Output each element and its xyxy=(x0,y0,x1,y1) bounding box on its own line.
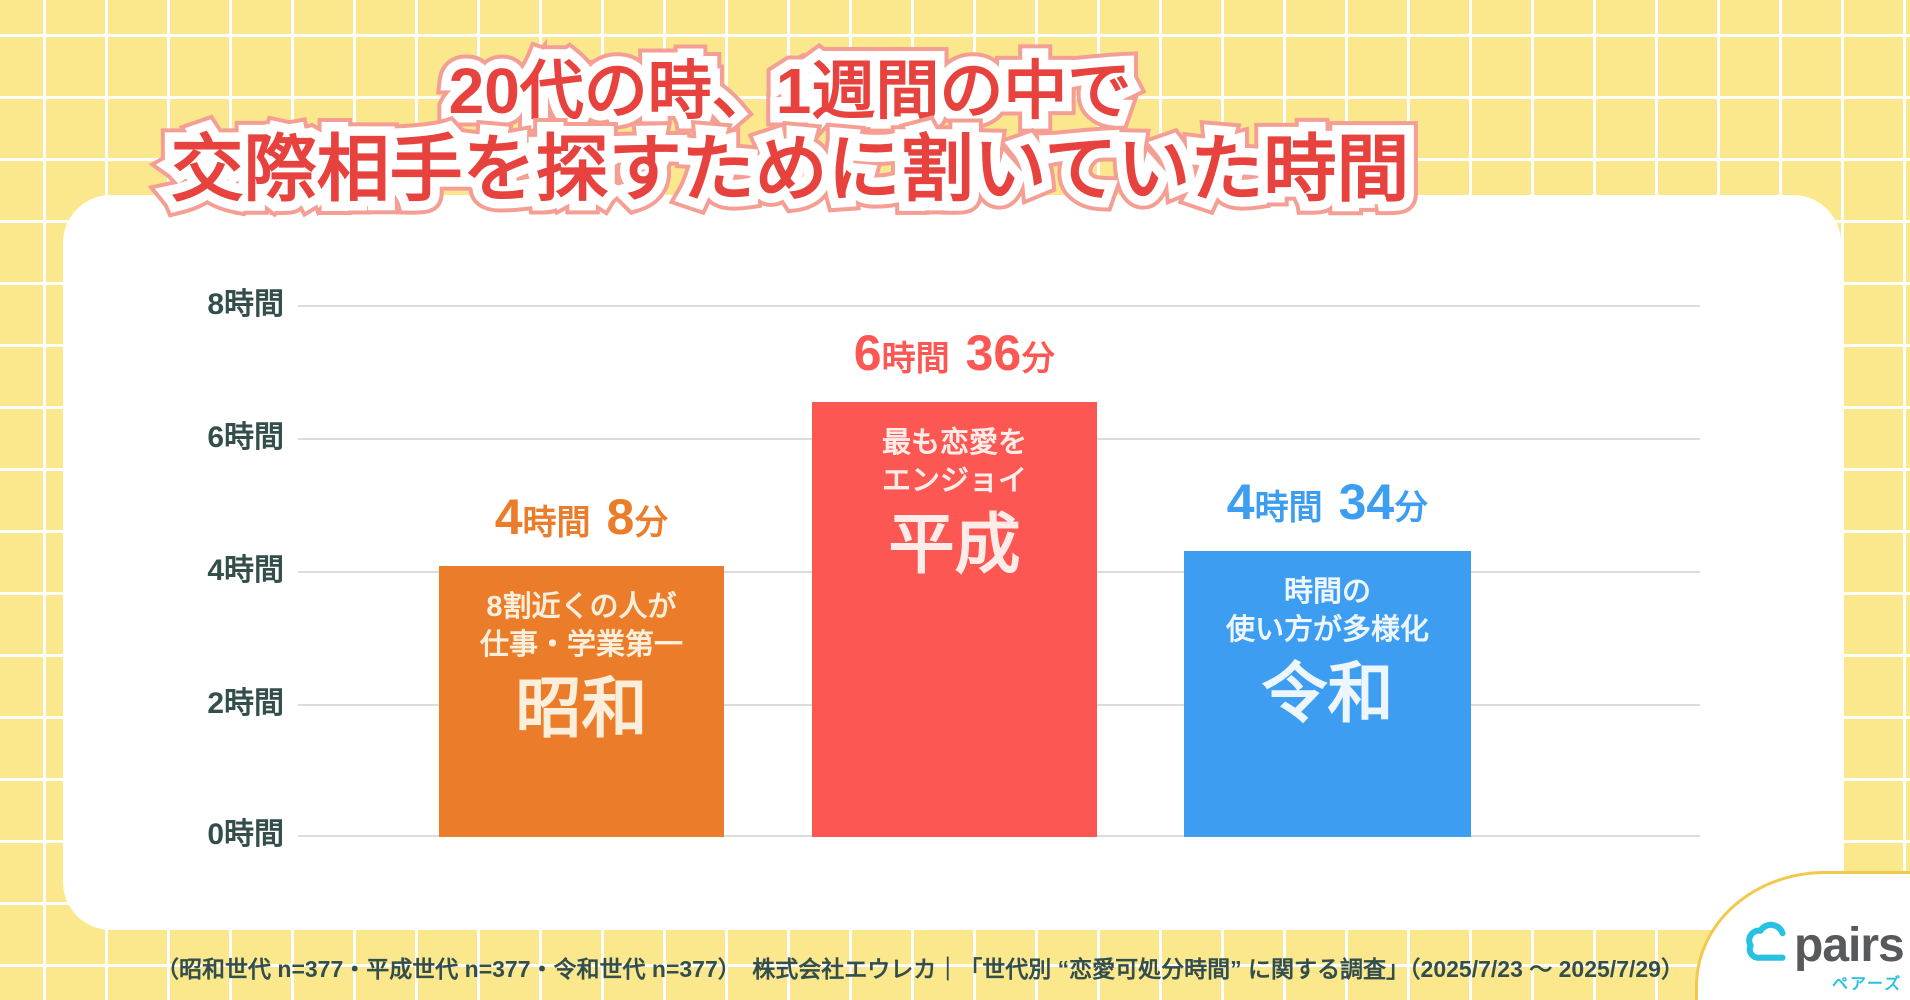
bar-column-reiwa: 4時間 34分 時間の 使い方が多様化 令和 xyxy=(1184,305,1471,837)
bar-column-showa: 4時間 8分 8割近くの人が 仕事・学業第一 昭和 xyxy=(439,305,724,837)
bar-category-showa: 昭和 xyxy=(515,671,648,745)
title-outline-white: 交際相手を探すために割いていた時間 xyxy=(161,120,1419,220)
bar-value-label-showa: 4時間 8分 xyxy=(495,488,669,546)
y-axis-tick-2h: 2時間 xyxy=(207,687,284,720)
pairs-wordmark: pairs xyxy=(1794,919,1905,972)
y-axis-tick-6h: 6時間 xyxy=(207,421,284,454)
value-minute-unit: 分 xyxy=(1394,489,1429,527)
value-hour-unit: 時間 xyxy=(522,504,591,542)
value-hour-unit: 時間 xyxy=(881,340,950,378)
value-minute-unit: 分 xyxy=(1021,340,1056,378)
value-minutes: 34 xyxy=(1338,474,1395,530)
y-axis-tick-4h: 4時間 xyxy=(207,554,284,587)
value-hours: 4 xyxy=(494,489,523,545)
y-axis-tick-0h: 0時間 xyxy=(207,818,284,851)
title-text: 20代の時、1週間の中で xyxy=(448,55,1132,127)
bar-chart: 8時間 6時間 4時間 2時間 0時間 4時間 8分 8割近くの人が 仕事・学業第… xyxy=(207,288,1700,851)
bar-category-heisei: 平成 xyxy=(888,507,1021,581)
bar-column-heisei: 6時間 36分 最も恋愛を エンジョイ 平成 xyxy=(812,305,1097,837)
bar-reiwa: 時間の 使い方が多様化 令和 xyxy=(1184,551,1471,837)
value-minutes: 36 xyxy=(965,325,1022,381)
y-axis-tick-8h: 8時間 xyxy=(207,288,284,321)
bar-annotation-heisei: 最も恋愛を エンジョイ xyxy=(881,427,1027,497)
title-text: 交際相手を探すために割いていた時間 xyxy=(170,129,1410,210)
bar-annotation-showa: 8割近くの人が 仕事・学業第一 xyxy=(479,591,683,661)
pairs-kana-label: ペアーズ xyxy=(1832,976,1903,993)
value-hour-unit: 時間 xyxy=(1254,489,1323,527)
value-minute-unit: 分 xyxy=(634,504,669,542)
title-outline-white: 20代の時、1週間の中で xyxy=(439,46,1141,137)
bar-heisei: 最も恋愛を エンジョイ 平成 xyxy=(812,402,1097,837)
pairs-cloud-icon xyxy=(1746,921,1786,961)
bar-category-reiwa: 令和 xyxy=(1261,656,1394,730)
title-outline-pink: 20代の時、1週間の中で xyxy=(435,42,1145,141)
value-hours: 4 xyxy=(1226,474,1255,530)
bar-value-label-heisei: 6時間 36分 xyxy=(854,324,1055,382)
bar-annotation-reiwa: 時間の 使い方が多様化 xyxy=(1225,576,1429,646)
source-note: （昭和世代 n=377・平成世代 n=377・令和世代 n=377） 株式会社エ… xyxy=(156,956,1684,982)
value-minutes: 8 xyxy=(606,489,635,545)
bar-value-label-reiwa: 4時間 34分 xyxy=(1227,473,1428,531)
title-outline-pink: 交際相手を探すために割いていた時間 xyxy=(157,116,1423,224)
bar-showa: 8割近くの人が 仕事・学業第一 昭和 xyxy=(439,566,724,837)
value-hours: 6 xyxy=(853,325,882,381)
gridline-8h xyxy=(298,305,1700,307)
